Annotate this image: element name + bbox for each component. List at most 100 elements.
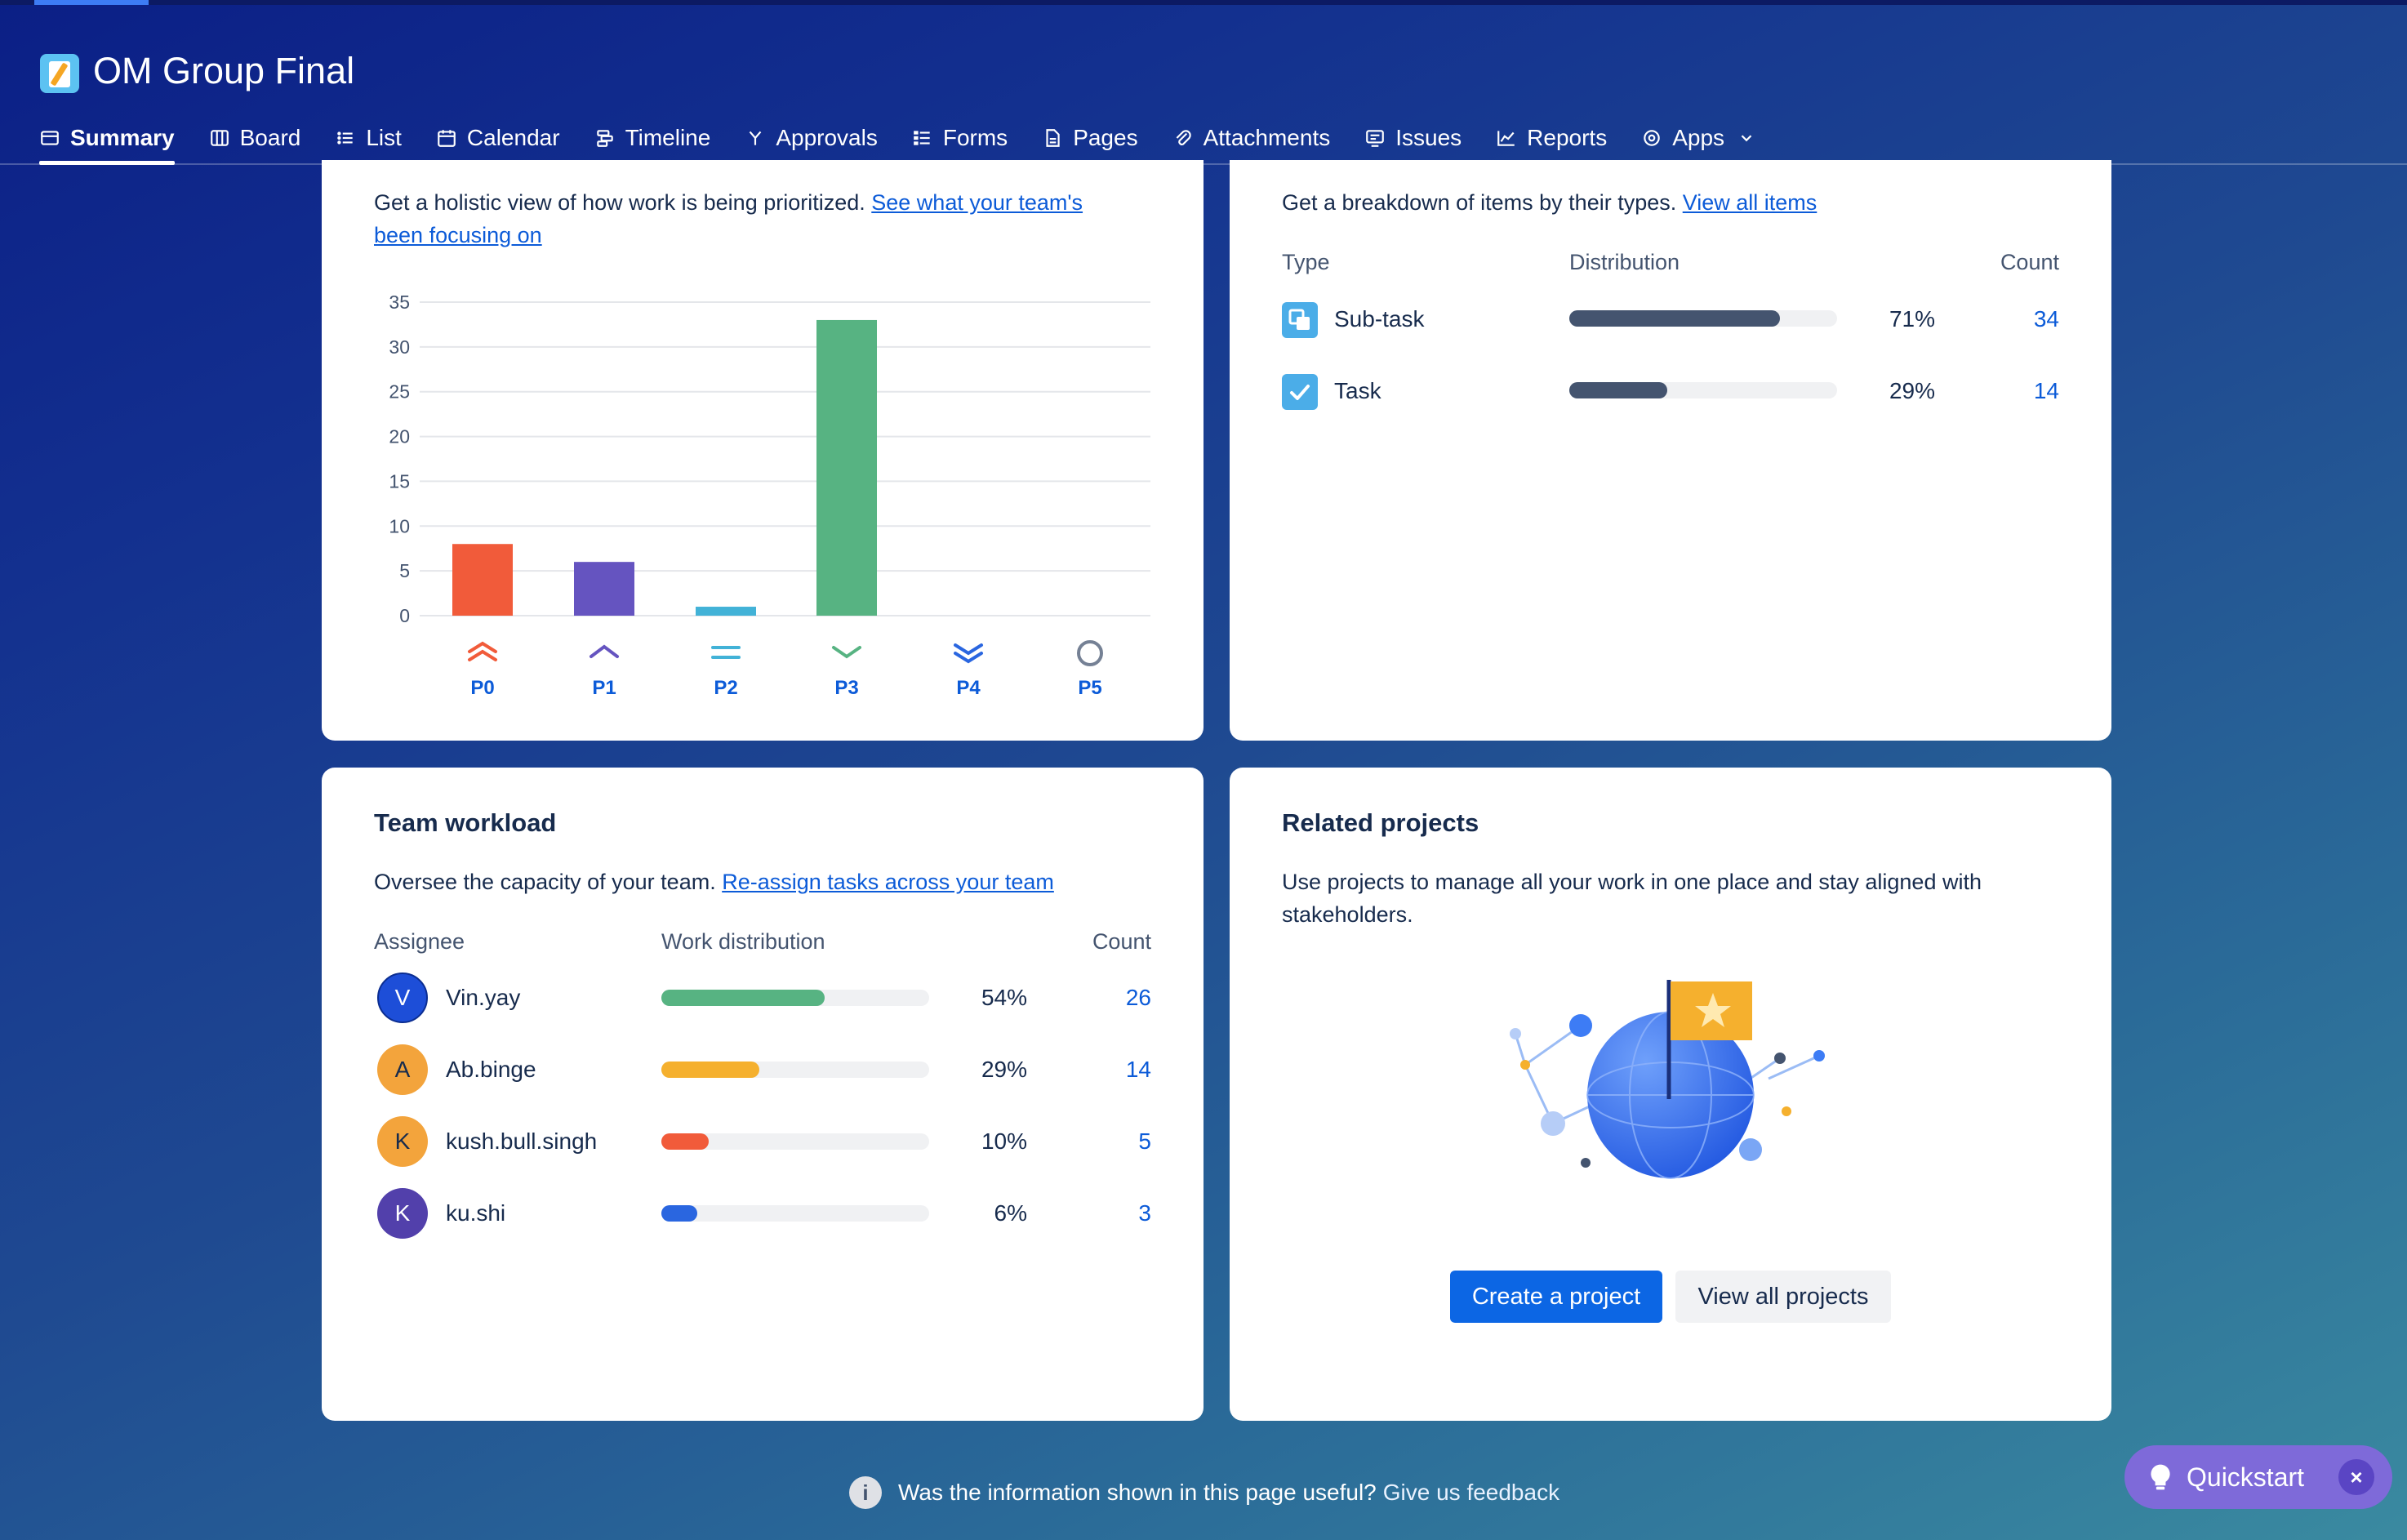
type-count-link[interactable]: 34 — [2033, 306, 2059, 332]
timeline-icon — [596, 130, 613, 147]
view-all-projects-button[interactable]: View all projects — [1675, 1271, 1891, 1323]
priority-p4-icon — [954, 643, 983, 664]
approvals-icon — [750, 131, 762, 145]
types-breakdown-card: Get a breakdown of items by their types.… — [1230, 160, 2111, 741]
bar-p2[interactable] — [696, 607, 756, 616]
type-count-link[interactable]: 14 — [2033, 378, 2059, 403]
type-percent: 29% — [1889, 378, 1935, 403]
assignee-name: ku.shi — [446, 1200, 506, 1226]
apps-icon — [1644, 130, 1660, 146]
x-tick-label-p2[interactable]: P2 — [714, 677, 737, 699]
tab-apps[interactable]: Apps — [1641, 116, 1755, 160]
x-tick-label-p3[interactable]: P3 — [834, 677, 858, 699]
tab-approvals[interactable]: Approvals — [745, 116, 878, 160]
workload-track — [661, 1062, 929, 1078]
forms-icon — [914, 131, 930, 145]
tab-summary[interactable]: Summary — [39, 116, 175, 165]
tab-forms[interactable]: Forms — [912, 116, 1008, 160]
y-tick-label: 35 — [389, 292, 410, 313]
pages-icon — [1046, 129, 1060, 147]
see-team-focus-link[interactable]: See what your team's — [871, 190, 1083, 215]
feedback-question: Was the information shown in this page u… — [898, 1480, 1377, 1505]
calendar-icon — [438, 130, 456, 147]
reassign-tasks-link[interactable]: Re-assign tasks across your team — [722, 870, 1054, 894]
workload-description: Oversee the capacity of your team. Re-as… — [374, 866, 1158, 898]
board-icon — [210, 130, 229, 146]
workload-track — [661, 990, 929, 1006]
avatar: K — [377, 1116, 428, 1167]
assignee-count-link[interactable]: 26 — [1125, 985, 1151, 1010]
x-tick-label-p1[interactable]: P1 — [592, 677, 616, 699]
tab-label: Reports — [1527, 125, 1608, 150]
bar-p1[interactable] — [574, 562, 634, 616]
quickstart-button[interactable]: Quickstart × — [2124, 1445, 2392, 1509]
related-description: Use projects to manage all your work in … — [1282, 866, 2066, 931]
quickstart-label: Quickstart — [2187, 1462, 2305, 1492]
distribution-fill — [1569, 310, 1780, 327]
types-desc-text: Get a breakdown of items by their types. — [1282, 190, 1683, 215]
related-desc-line2: stakeholders. — [1282, 902, 1413, 927]
related-desc-line1: Use projects to manage all your work in … — [1282, 870, 1982, 894]
assignee-count-link[interactable]: 3 — [1138, 1200, 1151, 1226]
workload-fill — [661, 1205, 697, 1222]
list-icon — [337, 131, 354, 145]
assignee-percent: 10% — [981, 1128, 1027, 1154]
close-icon[interactable]: × — [2338, 1459, 2374, 1495]
reports-icon — [1497, 131, 1515, 146]
tab-label: Approvals — [776, 125, 878, 150]
assignee-count-link[interactable]: 14 — [1125, 1057, 1151, 1082]
project-title[interactable]: OM Group Final — [93, 50, 355, 91]
assignee-percent: 54% — [981, 985, 1027, 1010]
y-tick-label: 25 — [389, 381, 410, 403]
subtask-icon — [1282, 302, 1318, 338]
tab-timeline[interactable]: Timeline — [594, 116, 711, 160]
y-tick-label: 30 — [389, 336, 410, 358]
priority-description: Get a holistic view of how work is being… — [374, 186, 1158, 251]
y-tick-label: 5 — [399, 560, 410, 581]
assignee-count-link[interactable]: 5 — [1138, 1128, 1151, 1154]
assignee-name: Vin.yay — [446, 985, 521, 1010]
tab-reports[interactable]: Reports — [1496, 116, 1607, 160]
tab-label: Timeline — [625, 125, 711, 150]
project-tabs: Summary Board List Calendar Timeline App… — [39, 116, 1790, 165]
distribution-column-header: Distribution — [1569, 250, 1680, 274]
team-workload-title: Team workload — [374, 808, 557, 837]
priority-p0-icon — [468, 641, 497, 661]
globe-flag-illustration — [1510, 980, 1825, 1179]
avatar: K — [377, 1188, 428, 1239]
priority-p3-icon — [832, 646, 861, 659]
priority-bar-chart: 0 5 10 15 20 25 30 35 P0 P1 P2 P3 P4 P5 — [389, 292, 1150, 699]
avatar: V — [377, 973, 428, 1023]
tab-label: Attachments — [1203, 125, 1331, 150]
tab-calendar[interactable]: Calendar — [436, 116, 560, 160]
tab-issues[interactable]: Issues — [1364, 116, 1462, 160]
bar-p0[interactable] — [452, 544, 513, 616]
tab-label: Apps — [1672, 125, 1725, 150]
give-feedback-link[interactable]: Give us feedback — [1382, 1480, 1560, 1505]
avatar: A — [377, 1044, 428, 1095]
x-tick-label-p5[interactable]: P5 — [1078, 677, 1101, 699]
tab-label: Board — [239, 125, 301, 150]
priority-breakdown-card: Get a holistic view of how work is being… — [322, 160, 1204, 741]
team-workload-card: Team workload Oversee the capacity of yo… — [322, 768, 1204, 1421]
distribution-fill — [1569, 382, 1667, 398]
feedback-bar: i Was the information shown in this page… — [849, 1475, 1559, 1511]
bar-p3[interactable] — [816, 319, 877, 616]
tab-label: Summary — [70, 125, 175, 150]
type-name: Task — [1334, 378, 1381, 403]
workload-fill — [661, 1062, 759, 1078]
project-notebook-icon[interactable] — [40, 54, 79, 93]
attachment-icon — [1176, 130, 1191, 145]
workload-track — [661, 1205, 929, 1222]
see-team-focus-link-cont[interactable]: been focusing on — [374, 223, 542, 247]
view-all-items-link[interactable]: View all items — [1682, 190, 1817, 215]
x-tick-label-p4[interactable]: P4 — [956, 677, 981, 699]
tab-list[interactable]: List — [335, 116, 402, 160]
x-tick-label-p0[interactable]: P0 — [470, 677, 494, 699]
create-project-button[interactable]: Create a project — [1450, 1271, 1662, 1323]
tab-board[interactable]: Board — [209, 116, 301, 160]
tab-pages[interactable]: Pages — [1042, 116, 1138, 160]
top-accent — [34, 0, 149, 5]
chevron-down-icon[interactable] — [1737, 129, 1755, 147]
tab-attachments[interactable]: Attachments — [1172, 116, 1331, 160]
